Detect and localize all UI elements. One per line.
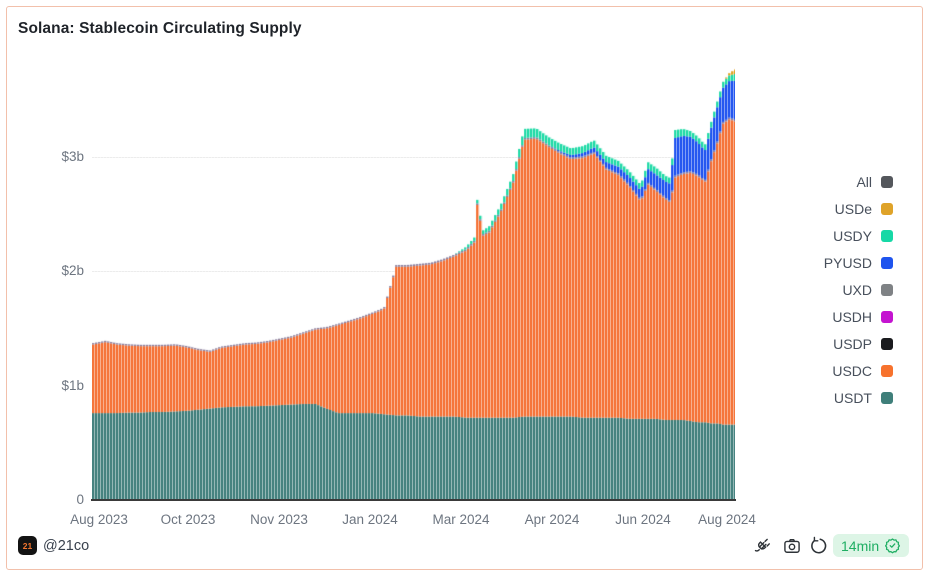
stacked-bar-plot[interactable]: [92, 54, 735, 500]
legend-item-usde[interactable]: USDe: [835, 201, 893, 217]
legend-item-usdp[interactable]: USDP: [833, 336, 893, 352]
y-tick-label: $2b: [61, 263, 84, 278]
avatar[interactable]: 21: [18, 536, 37, 555]
camera-icon[interactable]: [782, 536, 802, 556]
legend-label: USDH: [832, 309, 872, 325]
legend-swatch: [881, 203, 893, 215]
legend-swatch: [881, 392, 893, 404]
x-tick-label: Jan 2024: [342, 512, 398, 527]
page-title: Solana: Stablecoin Circulating Supply: [18, 20, 302, 37]
legend-swatch: [881, 338, 893, 350]
x-axis-line: [91, 499, 736, 501]
legend-label: UXD: [842, 282, 872, 298]
legend-label: USDP: [833, 336, 872, 352]
x-tick-label: Jun 2024: [615, 512, 671, 527]
legend-label: All: [856, 174, 872, 190]
legend-swatch: [881, 257, 893, 269]
y-tick-label: 0: [76, 492, 84, 507]
legend-swatch: [881, 365, 893, 377]
x-tick-label: Aug 2023: [70, 512, 128, 527]
data-freshness-badge[interactable]: 14min: [833, 534, 910, 557]
badge-label: 14min: [841, 537, 880, 554]
x-tick-label: Aug 2024: [698, 512, 756, 527]
legend-swatch: [881, 230, 893, 242]
legend: All USDe USDY PYUSD UXD USDH USDP USDC: [824, 174, 893, 406]
avatar-text: 21: [22, 540, 33, 551]
author-handle[interactable]: @21co: [43, 538, 90, 554]
undo-refresh-icon[interactable]: [809, 536, 829, 556]
legend-item-usdc[interactable]: USDC: [832, 363, 893, 379]
legend-label: USDe: [834, 201, 872, 217]
legend-item-all[interactable]: All: [856, 174, 893, 190]
legend-label: USDT: [833, 390, 872, 406]
x-tick-label: Nov 2023: [250, 512, 308, 527]
legend-label: USDC: [832, 363, 872, 379]
x-tick-label: Mar 2024: [432, 512, 490, 527]
legend-swatch: [881, 284, 893, 296]
legend-label: USDY: [833, 228, 872, 244]
legend-swatch: [881, 311, 893, 323]
legend-item-usdt[interactable]: USDT: [834, 390, 893, 406]
verified-check-icon: [885, 538, 901, 554]
legend-item-uxd[interactable]: UXD: [842, 282, 893, 298]
legend-swatch: [881, 176, 893, 188]
legend-label: PYUSD: [823, 255, 872, 271]
legend-item-usdy[interactable]: USDY: [833, 228, 893, 244]
x-tick-label: Apr 2024: [524, 512, 580, 527]
y-tick-label: $3b: [61, 149, 84, 164]
legend-item-pyusd[interactable]: PYUSD: [824, 255, 893, 271]
x-tick-label: Oct 2023: [160, 512, 216, 527]
plug-icon[interactable]: [753, 536, 773, 556]
y-tick-label: $1b: [61, 378, 84, 393]
legend-item-usdh[interactable]: USDH: [832, 309, 893, 325]
